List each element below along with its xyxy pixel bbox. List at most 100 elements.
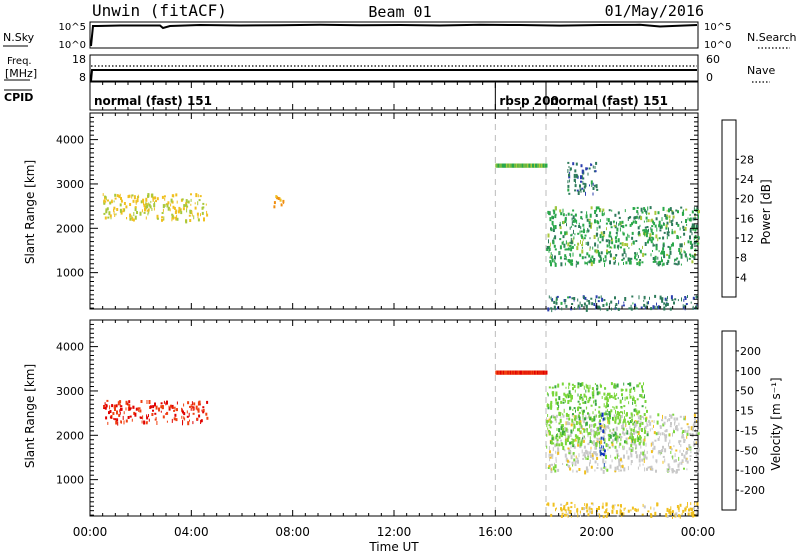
echo-pixel	[577, 406, 580, 409]
echo-pixel	[568, 448, 571, 453]
range-tick-label: 4000	[56, 134, 84, 147]
echo-pixel	[577, 393, 579, 397]
echo-pixel	[594, 165, 596, 169]
echo-pixel	[580, 424, 582, 428]
echo-pixel	[111, 404, 114, 408]
echo-pixel	[610, 441, 613, 444]
echo-pixel	[549, 431, 551, 436]
echo-pixel	[119, 193, 121, 197]
echo-pixel	[650, 442, 652, 447]
echo-pixel	[555, 391, 558, 396]
echo-pixel	[670, 414, 673, 419]
echo-pixel	[560, 262, 563, 267]
echo-pixel	[200, 420, 202, 424]
echo-pixel	[583, 393, 586, 398]
echo-pixel	[625, 224, 628, 227]
echo-pixel	[632, 429, 635, 432]
echo-pixel	[631, 433, 633, 437]
time-axis: 00:00 04:00 08:00 12:00 16:00 20:00 00:00	[73, 82, 715, 539]
echo-pixel	[548, 245, 551, 249]
echo-pixel	[595, 184, 598, 189]
echo-pixel	[132, 218, 135, 222]
echo-pixel	[580, 234, 583, 238]
echo-pixel	[597, 305, 600, 309]
echo-pixel	[104, 216, 107, 220]
echo-pixel	[546, 424, 548, 428]
echo-pixel	[601, 445, 603, 449]
echo-pixel	[617, 211, 620, 215]
echo-pixel	[567, 180, 569, 184]
echo-pixel	[566, 223, 567, 227]
echo-pixel	[678, 440, 681, 444]
echo-pixel	[575, 409, 576, 413]
echo-pixel	[562, 413, 564, 416]
echo-pixel	[620, 436, 623, 439]
echo-pixel	[614, 416, 617, 421]
echo-pixel	[592, 259, 595, 262]
echo-pixel	[634, 303, 636, 307]
echo-pixel	[654, 224, 657, 228]
echo-pixel	[584, 234, 587, 237]
echo-pixel	[560, 416, 562, 419]
echo-pixel	[182, 207, 185, 211]
echo-pixel	[634, 508, 637, 512]
echo-pixel	[615, 405, 618, 409]
echo-pixel	[591, 387, 594, 391]
echo-pixel	[590, 224, 592, 229]
echo-pixel	[574, 434, 577, 438]
echo-pixel	[569, 167, 572, 171]
echo-pixel	[176, 200, 178, 204]
echo-pixel	[619, 242, 622, 245]
echo-pixel	[172, 205, 175, 209]
echo-pixel	[670, 422, 672, 425]
echo-pixel	[109, 410, 112, 413]
echo-pixel	[621, 393, 623, 397]
echo-pixel	[606, 249, 608, 253]
echo-pixel	[643, 382, 644, 386]
echo-pixel	[673, 428, 675, 432]
echo-pixel	[683, 454, 686, 459]
echo-pixel	[607, 218, 610, 223]
echo-pixel	[613, 392, 615, 395]
echo-pixel	[582, 409, 585, 413]
echo-pixel	[202, 408, 205, 412]
echo-pixel	[644, 425, 647, 429]
echo-pixel	[546, 503, 549, 506]
echo-pixel	[651, 420, 653, 423]
echo-pixel	[152, 196, 155, 200]
echo-pixel	[591, 418, 594, 423]
echo-pixel	[630, 257, 633, 260]
echo-pixel	[609, 429, 611, 433]
colorbar-tick-label: -100	[740, 464, 765, 477]
echo-pixel	[186, 415, 189, 418]
echo-pixel	[691, 223, 694, 228]
echo-pixel	[164, 197, 166, 201]
echo-pixel	[628, 234, 630, 238]
echo-pixel	[120, 199, 123, 203]
echo-pixel	[112, 412, 115, 415]
echo-pixel	[191, 405, 193, 409]
echo-pixel	[619, 221, 622, 226]
echo-pixel	[146, 414, 148, 418]
echo-pixel	[550, 453, 553, 457]
echo-pixel	[646, 212, 648, 216]
echo-pixel	[610, 411, 612, 415]
echo-pixel	[661, 256, 662, 260]
echo-pixel	[635, 443, 637, 447]
echo-pixel	[571, 297, 574, 300]
range-tick-label: 1000	[56, 474, 84, 487]
echo-pixel	[571, 303, 574, 305]
echo-pixel	[552, 442, 555, 445]
echo-pixel	[633, 421, 635, 424]
echo-pixel	[691, 254, 694, 258]
echo-pixel	[625, 388, 628, 392]
echo-pixel	[578, 416, 581, 421]
echo-pixel	[594, 408, 596, 411]
echo-pixel	[577, 428, 579, 432]
echo-pixel	[577, 385, 580, 389]
echo-pixel	[685, 255, 687, 258]
range-tick-label: 4000	[56, 341, 84, 354]
echo-pixel	[587, 455, 589, 460]
echo-pixel	[683, 449, 684, 452]
echo-pixel	[622, 225, 625, 229]
